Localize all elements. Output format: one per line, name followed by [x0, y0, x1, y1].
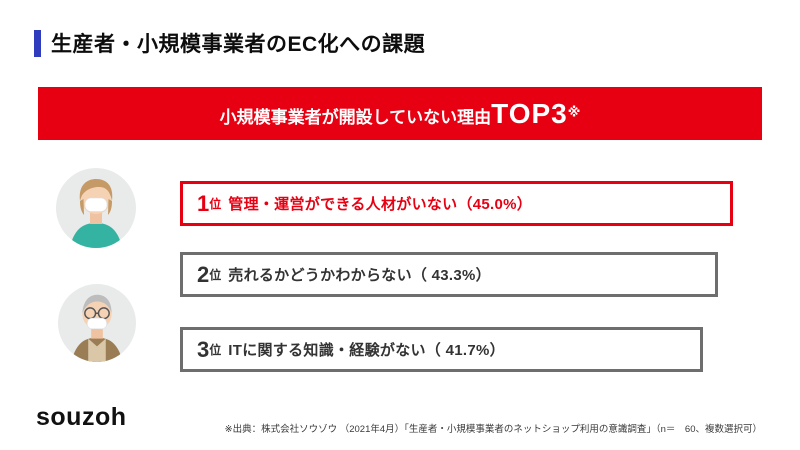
page-title: 生産者・小規模事業者のEC化への課題 — [51, 33, 426, 56]
rank-label: 管理・運営ができる人材がいない（45.0%） — [228, 196, 533, 213]
banner-main-text: 小規模事業者が開設していない理由 — [219, 107, 492, 127]
source-footnote: ※出典：株式会社ソウゾウ （2021年4月）「生産者・小規模事業者のネットショッ… — [224, 424, 762, 435]
rank-unit: 位 — [209, 343, 222, 357]
rank-label: ITに関する知識・経験がない（ 41.7%） — [228, 342, 505, 359]
rank-label: 売れるかどうかわからない（ 43.3%） — [228, 267, 491, 284]
rank-number: 3 — [197, 336, 210, 362]
banner-note-mark: ※ — [567, 104, 581, 120]
banner-top3-text: TOP3 — [491, 97, 568, 129]
banner: 小規模事業者が開設していない理由TOP3※ — [38, 87, 762, 140]
title-row: 生産者・小規模事業者のEC化への課題 — [34, 28, 425, 58]
rank-box-2: 2 位 売れるかどうかわからない（ 43.3%） — [180, 252, 718, 297]
rank-unit: 位 — [209, 268, 222, 282]
elder-avatar-icon — [58, 284, 136, 362]
rank-box-1: 1 位 管理・運営ができる人材がいない（45.0%） — [180, 181, 733, 226]
title-accent-bar — [34, 29, 41, 57]
rank-unit: 位 — [209, 197, 222, 211]
banner-text: 小規模事業者が開設していない理由TOP3※ — [220, 98, 581, 130]
rank-box-3: 3 位 ITに関する知識・経験がない（ 41.7%） — [180, 327, 703, 372]
souzoh-logo: souzoh — [36, 403, 127, 431]
woman-avatar-icon — [56, 168, 136, 248]
rank-number: 1 — [197, 190, 210, 216]
rank-number: 2 — [197, 261, 210, 287]
